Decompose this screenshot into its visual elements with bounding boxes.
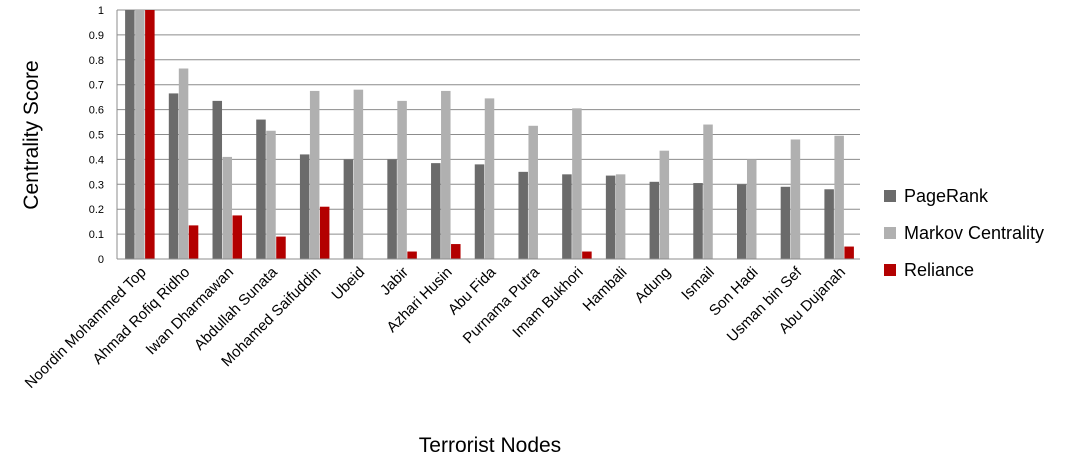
bar-pagerank: [256, 119, 266, 259]
legend-label: PageRank: [904, 186, 989, 206]
legend-swatch: [884, 227, 896, 239]
y-tick-label: 0: [98, 254, 104, 266]
bar-pagerank: [518, 171, 528, 259]
bar-markov-centrality: [484, 98, 495, 260]
y-tick-label: 0.6: [89, 105, 104, 117]
bar-pagerank: [212, 100, 223, 259]
bar-pagerank: [431, 163, 441, 259]
bar-pagerank: [125, 10, 135, 259]
bar-markov-centrality: [441, 90, 451, 259]
bar-reliance: [582, 251, 592, 259]
bar-markov-centrality: [528, 125, 538, 259]
x-tick-label: Ubeid: [328, 264, 368, 304]
bar-reliance: [407, 251, 417, 259]
x-tick-label: Jabir: [377, 264, 412, 299]
y-axis-ticks: 0 0.1 0.2 0.3 0.4 0.5 0.6 0.7 0.8 0.9 1: [89, 5, 104, 266]
x-tick-label: Ismail: [678, 264, 718, 304]
bar-pagerank: [474, 164, 485, 259]
legend-swatch: [884, 264, 896, 276]
bar-pagerank: [736, 184, 747, 259]
y-axis-title: Centrality Score: [20, 60, 43, 209]
bar-pagerank: [780, 186, 791, 259]
bar-markov-centrality: [222, 156, 233, 259]
bar-markov-centrality: [397, 100, 407, 259]
x-tick-label: Purnama Putra: [460, 263, 544, 347]
bar-markov-centrality: [659, 150, 670, 259]
y-tick-label: 0.5: [89, 130, 104, 142]
bar-pagerank: [343, 159, 354, 259]
bar-markov-centrality: [266, 130, 276, 259]
x-axis: [116, 10, 860, 260]
y-tick-label: 0.1: [89, 229, 104, 241]
bar-pagerank: [693, 183, 703, 259]
x-tick-label: Hambali: [580, 264, 631, 315]
y-tick-label: 0.2: [89, 204, 104, 216]
bar-markov-centrality: [353, 89, 364, 260]
bar-pagerank: [824, 189, 834, 259]
bar-markov-centrality: [572, 108, 582, 259]
bar-reliance: [188, 225, 199, 259]
bar-markov-centrality: [178, 68, 189, 259]
bar-markov-centrality: [615, 174, 626, 259]
bar-pagerank: [649, 181, 660, 259]
y-tick-label: 0.7: [89, 80, 104, 92]
x-axis-title: Terrorist Nodes: [419, 434, 561, 457]
bar-reliance: [276, 236, 286, 259]
bar-pagerank: [168, 93, 179, 259]
legend-label: Markov Centrality: [904, 223, 1044, 243]
bar-reliance: [844, 246, 854, 259]
y-tick-label: 0.9: [89, 30, 104, 42]
y-tick-label: 0.3: [89, 179, 104, 191]
bar-markov-centrality: [309, 90, 320, 259]
bar-reliance: [319, 206, 330, 259]
bar-markov-centrality: [703, 124, 713, 259]
bar-reliance: [232, 215, 243, 259]
bar-reliance: [145, 10, 155, 259]
bar-pagerank: [562, 174, 572, 259]
bar-markov-centrality: [746, 159, 757, 259]
bar-reliance: [451, 244, 461, 259]
legend: PageRank Markov Centrality Reliance: [884, 186, 1044, 280]
bar-markov-centrality: [834, 135, 844, 259]
bars: [125, 10, 854, 260]
bar-pagerank: [299, 154, 310, 259]
y-tick-label: 1: [98, 5, 104, 17]
x-tick-label: Usman bin Sef: [724, 263, 806, 345]
x-tick-label: Adung: [631, 264, 674, 307]
bar-pagerank: [605, 175, 616, 259]
bar-pagerank: [387, 159, 397, 259]
legend-swatch: [884, 190, 896, 202]
y-tick-label: 0.4: [89, 154, 104, 166]
legend-label: Reliance: [904, 260, 974, 280]
bar-markov-centrality: [790, 139, 801, 259]
y-tick-label: 0.8: [89, 55, 104, 67]
bar-markov-centrality: [135, 10, 145, 259]
